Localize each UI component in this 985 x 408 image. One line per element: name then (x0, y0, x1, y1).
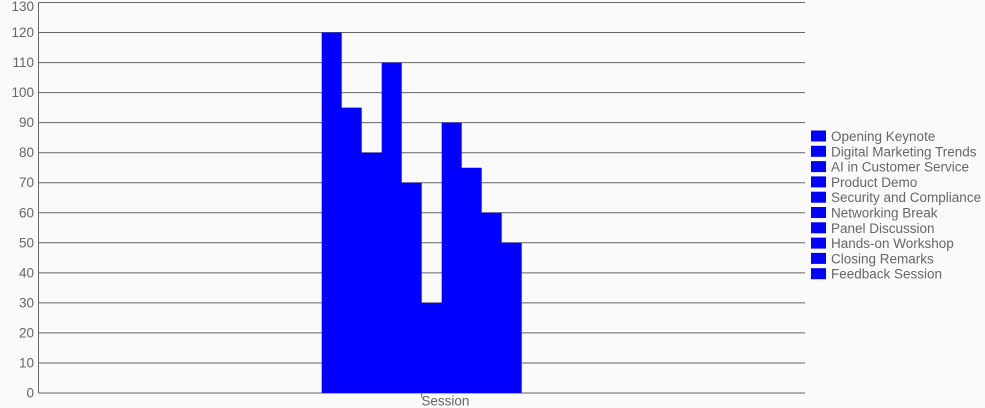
svg-text:60: 60 (19, 205, 34, 220)
svg-text:0: 0 (26, 386, 34, 401)
svg-text:100: 100 (11, 85, 34, 100)
svg-text:Security and Compliance: Security and Compliance (831, 190, 981, 205)
svg-text:Opening Keynote: Opening Keynote (831, 129, 935, 144)
svg-text:40: 40 (19, 265, 34, 280)
svg-text:50: 50 (19, 235, 34, 250)
svg-text:110: 110 (12, 55, 34, 70)
svg-text:Session: Session (421, 394, 469, 408)
svg-text:20: 20 (19, 325, 34, 340)
svg-text:70: 70 (19, 175, 34, 190)
svg-text:Networking Break: Networking Break (831, 206, 938, 221)
svg-text:80: 80 (19, 145, 34, 160)
svg-text:120: 120 (11, 25, 34, 40)
svg-text:Panel Discussion: Panel Discussion (831, 221, 935, 236)
svg-text:10: 10 (19, 355, 34, 370)
svg-text:Closing Remarks: Closing Remarks (831, 251, 934, 266)
svg-text:Digital Marketing Trends: Digital Marketing Trends (831, 144, 977, 159)
svg-text:AI in Customer Service: AI in Customer Service (831, 160, 969, 175)
svg-text:90: 90 (19, 115, 34, 130)
svg-text:Feedback Session: Feedback Session (831, 267, 942, 282)
svg-text:Hands-on Workshop: Hands-on Workshop (831, 236, 954, 251)
svg-text:Product Demo: Product Demo (831, 175, 917, 190)
svg-text:130: 130 (11, 0, 34, 14)
svg-text:30: 30 (19, 295, 34, 310)
